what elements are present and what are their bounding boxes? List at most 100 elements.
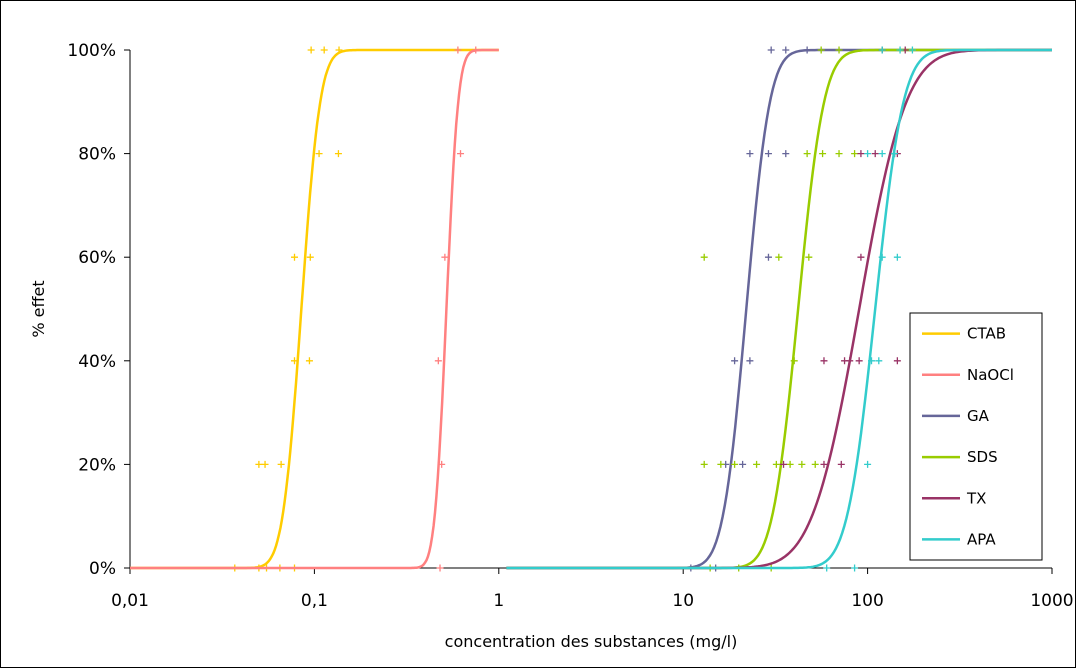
data-point — [306, 253, 314, 261]
data-point — [851, 564, 859, 572]
data-point — [878, 253, 886, 261]
x-tick-label: 1000 — [1030, 591, 1073, 611]
data-point — [811, 460, 819, 468]
data-point — [891, 150, 899, 158]
data-point — [893, 253, 901, 261]
x-tick-label: 0,01 — [111, 591, 149, 611]
y-ticks: 0% 20% 40% 60% 80% 100% — [67, 41, 130, 579]
legend-box — [909, 312, 1043, 561]
data-point — [457, 150, 465, 158]
data-point — [334, 150, 342, 158]
series-ctab — [130, 46, 499, 572]
data-point — [823, 564, 831, 572]
data-point — [837, 460, 845, 468]
data-point — [434, 357, 442, 365]
data-point — [790, 357, 798, 365]
series-apa — [506, 46, 1052, 572]
y-tick-label: 100% — [67, 41, 116, 61]
data-point — [315, 150, 323, 158]
data-point — [878, 46, 886, 54]
plot-area — [130, 46, 1052, 572]
curve-apa — [506, 48, 1052, 570]
legend-label-ga: GA — [967, 407, 990, 425]
data-point — [878, 150, 886, 158]
data-point — [700, 253, 708, 261]
data-point — [782, 46, 790, 54]
legend-label-naocl: NaOCl — [967, 366, 1014, 384]
curve-ctab — [130, 48, 499, 570]
data-point — [717, 460, 725, 468]
data-point — [908, 46, 916, 54]
data-point — [436, 564, 444, 572]
data-point — [335, 46, 343, 54]
data-point — [820, 460, 828, 468]
data-point — [472, 46, 480, 54]
x-ticks: 0,01 0,1 1 10 100 1000 — [111, 568, 1074, 611]
series-naocl — [130, 46, 499, 572]
y-tick-label: 80% — [78, 145, 116, 165]
x-tick-label: 0,1 — [301, 591, 328, 611]
data-point — [875, 357, 883, 365]
data-point — [320, 46, 328, 54]
data-point — [305, 357, 313, 365]
data-point — [868, 357, 876, 365]
data-point — [739, 460, 747, 468]
data-point — [780, 460, 788, 468]
data-point — [441, 253, 449, 261]
legend-label-ctab: CTAB — [967, 325, 1006, 343]
data-point — [817, 46, 825, 54]
data-point — [438, 460, 446, 468]
data-point — [307, 46, 315, 54]
data-point — [277, 460, 285, 468]
data-point — [261, 460, 269, 468]
data-point — [753, 460, 761, 468]
y-tick-label: 0% — [89, 559, 116, 579]
y-tick-label: 20% — [78, 455, 116, 475]
data-point — [782, 150, 790, 158]
x-tick-label: 100 — [851, 591, 883, 611]
data-point — [700, 460, 708, 468]
data-point — [864, 460, 872, 468]
data-point — [731, 357, 739, 365]
data-point — [803, 46, 811, 54]
data-point — [764, 253, 772, 261]
data-point — [835, 46, 843, 54]
data-point — [820, 357, 828, 365]
data-point — [855, 357, 863, 365]
data-point — [805, 253, 813, 261]
data-point — [835, 150, 843, 158]
data-point — [731, 460, 739, 468]
data-point — [857, 150, 865, 158]
y-tick-label: 40% — [78, 352, 116, 372]
x-tick-label: 10 — [672, 591, 694, 611]
x-axis-label: concentration des substances (mg/l) — [445, 632, 738, 651]
data-point — [786, 460, 794, 468]
x-tick-label: 1 — [493, 591, 504, 611]
data-point — [255, 460, 263, 468]
data-point — [746, 357, 754, 365]
data-point — [775, 253, 783, 261]
data-point — [871, 150, 879, 158]
data-point — [846, 357, 854, 365]
legend-label-sds: SDS — [967, 448, 998, 466]
data-point — [746, 150, 754, 158]
data-point — [767, 46, 775, 54]
data-point — [803, 150, 811, 158]
data-point — [864, 150, 872, 158]
data-point — [454, 46, 462, 54]
data-point — [851, 150, 859, 158]
data-point — [772, 460, 780, 468]
data-point — [798, 460, 806, 468]
legend-label-apa: APA — [967, 530, 996, 548]
legend: CTAB NaOCl GA SDS TX APA — [909, 312, 1043, 561]
data-point — [819, 150, 827, 158]
y-axis-label: % effet — [29, 280, 48, 337]
data-point — [896, 46, 904, 54]
data-point — [857, 253, 865, 261]
data-point — [893, 357, 901, 365]
data-point — [291, 253, 299, 261]
data-point — [764, 150, 772, 158]
y-tick-label: 60% — [78, 248, 116, 268]
data-point — [291, 357, 299, 365]
